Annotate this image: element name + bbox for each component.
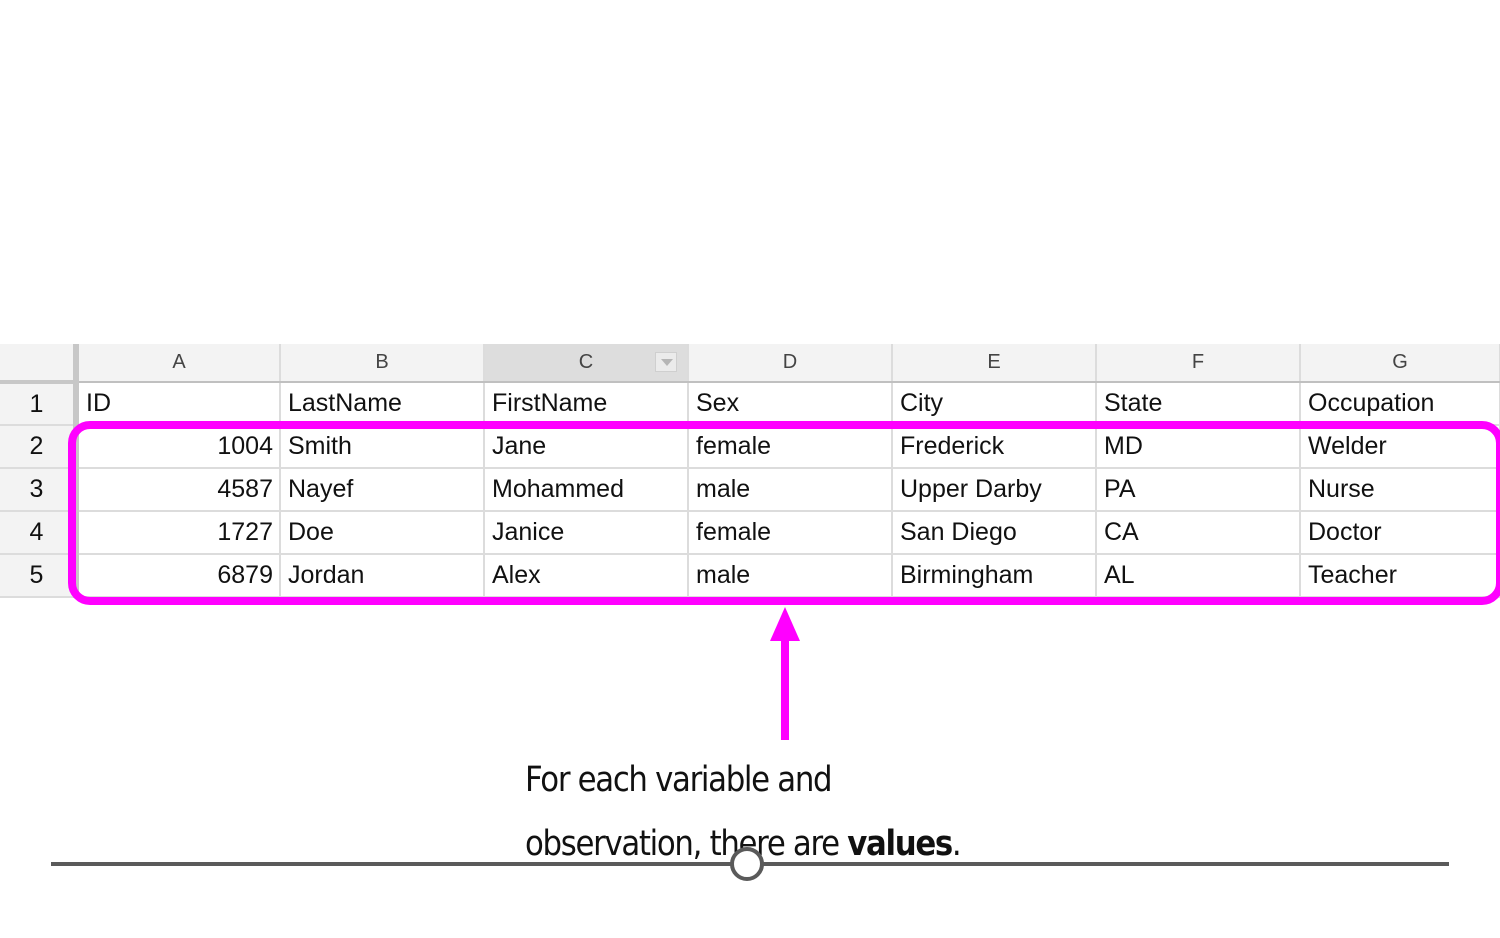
cell-id[interactable]: ID — [76, 382, 281, 426]
cell-occupation[interactable]: Occupation — [1300, 382, 1500, 426]
cell-sex[interactable]: female — [688, 511, 893, 555]
column-header-e[interactable]: E — [892, 344, 1097, 383]
row-header-1[interactable]: 1 — [0, 382, 79, 426]
values-highlight-box — [68, 421, 1500, 605]
row-header-5[interactable]: 5 — [0, 554, 79, 598]
cell-id[interactable]: 1004 — [76, 425, 281, 469]
cell-firstname[interactable]: Alex — [484, 554, 689, 598]
cell-id[interactable]: 4587 — [76, 468, 281, 512]
row-header-3[interactable]: 3 — [0, 468, 79, 512]
up-arrow-head-icon — [770, 607, 800, 641]
cell-occupation[interactable]: Doctor — [1300, 511, 1500, 555]
table-row: 3 4587 Nayef Mohammed male Upper Darby PA Nurse — [0, 468, 1500, 512]
column-header-a[interactable]: A — [76, 344, 281, 383]
cell-sex[interactable]: Sex — [688, 382, 893, 426]
cell-state[interactable]: State — [1096, 382, 1301, 426]
caption-period: . — [951, 824, 962, 864]
timeline-knob[interactable] — [730, 847, 764, 881]
cell-city[interactable]: Birmingham — [892, 554, 1097, 598]
caption-line-2: observation, there are values. — [525, 812, 962, 876]
caption-line-2-text: observation, there are — [525, 824, 848, 864]
cell-city[interactable]: City — [892, 382, 1097, 426]
spreadsheet-grid: A B C D E F G 1 ID LastName FirstName Sex Cit… — [0, 344, 1500, 598]
select-all-corner[interactable] — [0, 344, 79, 384]
cell-lastname[interactable]: Nayef — [280, 468, 485, 512]
cell-state[interactable]: MD — [1096, 425, 1301, 469]
cell-occupation[interactable]: Teacher — [1300, 554, 1500, 598]
column-header-f[interactable]: F — [1096, 344, 1301, 383]
cell-firstname[interactable]: FirstName — [484, 382, 689, 426]
cell-id[interactable]: 6879 — [76, 554, 281, 598]
cell-firstname[interactable]: Jane — [484, 425, 689, 469]
cell-sex[interactable]: female — [688, 425, 893, 469]
cell-occupation[interactable]: Welder — [1300, 425, 1500, 469]
cell-lastname[interactable]: Doe — [280, 511, 485, 555]
cell-state[interactable]: CA — [1096, 511, 1301, 555]
column-header-row: A B C D E F G — [0, 344, 1500, 384]
cell-id[interactable]: 1727 — [76, 511, 281, 555]
column-header-c[interactable]: C — [484, 344, 689, 383]
table-row: 4 1727 Doe Janice female San Diego CA Doctor — [0, 511, 1500, 555]
cell-city[interactable]: Frederick — [892, 425, 1097, 469]
cell-state[interactable]: AL — [1096, 554, 1301, 598]
cell-state[interactable]: PA — [1096, 468, 1301, 512]
cell-lastname[interactable]: Jordan — [280, 554, 485, 598]
column-header-b[interactable]: B — [280, 344, 485, 383]
cell-occupation[interactable]: Nurse — [1300, 468, 1500, 512]
cell-firstname[interactable]: Mohammed — [484, 468, 689, 512]
cell-sex[interactable]: male — [688, 468, 893, 512]
cell-sex[interactable]: male — [688, 554, 893, 598]
cell-lastname[interactable]: Smith — [280, 425, 485, 469]
row-header-4[interactable]: 4 — [0, 511, 79, 555]
up-arrow-shaft — [781, 636, 789, 740]
column-menu-dropdown-icon[interactable] — [655, 352, 677, 372]
column-header-d[interactable]: D — [688, 344, 893, 383]
column-header-g[interactable]: G — [1300, 344, 1500, 383]
cell-city[interactable]: San Diego — [892, 511, 1097, 555]
row-header-2[interactable]: 2 — [0, 425, 79, 469]
table-row: 5 6879 Jordan Alex male Birmingham AL Teacher — [0, 554, 1500, 598]
table-row: 2 1004 Smith Jane female Frederick MD Welder — [0, 425, 1500, 469]
column-header-c-label: C — [578, 351, 594, 373]
table-row: 1 ID LastName FirstName Sex City State Occupati… — [0, 382, 1500, 426]
cell-firstname[interactable]: Janice — [484, 511, 689, 555]
cell-city[interactable]: Upper Darby — [892, 468, 1097, 512]
caption-bold-values: values — [847, 824, 953, 864]
caption-text: For each variable and observation, there… — [525, 748, 962, 876]
cell-lastname[interactable]: LastName — [280, 382, 485, 426]
caption-line-1: For each variable and — [525, 760, 833, 800]
